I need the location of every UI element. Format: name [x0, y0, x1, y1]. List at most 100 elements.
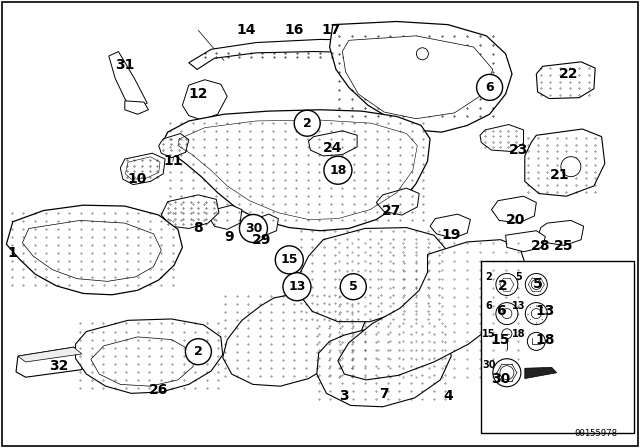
Text: 31: 31	[115, 58, 134, 72]
Polygon shape	[525, 129, 605, 196]
Circle shape	[531, 280, 541, 289]
Polygon shape	[330, 22, 512, 132]
Polygon shape	[163, 110, 430, 231]
Text: 20: 20	[506, 212, 525, 227]
Polygon shape	[308, 131, 357, 156]
Circle shape	[561, 157, 581, 177]
Circle shape	[417, 48, 428, 60]
Polygon shape	[506, 231, 545, 252]
Circle shape	[294, 110, 320, 136]
Polygon shape	[255, 214, 278, 235]
Circle shape	[242, 217, 258, 233]
Circle shape	[496, 273, 518, 296]
Polygon shape	[159, 134, 189, 158]
Circle shape	[502, 309, 512, 319]
Text: 32: 32	[49, 359, 68, 374]
Circle shape	[531, 309, 541, 319]
Text: 23: 23	[509, 143, 528, 157]
Polygon shape	[91, 337, 193, 386]
Text: 13: 13	[511, 301, 525, 310]
Text: 18: 18	[536, 333, 555, 348]
Polygon shape	[125, 157, 160, 179]
Text: 24: 24	[323, 141, 342, 155]
Text: 18: 18	[329, 164, 347, 177]
Text: 15: 15	[491, 333, 510, 348]
Circle shape	[500, 366, 514, 380]
Text: 00155978: 00155978	[575, 429, 618, 438]
Text: 6: 6	[485, 81, 494, 94]
Circle shape	[283, 273, 311, 301]
Circle shape	[527, 332, 545, 350]
Circle shape	[502, 329, 512, 339]
Text: 30: 30	[491, 371, 510, 386]
Text: 2: 2	[498, 279, 508, 293]
Circle shape	[493, 359, 521, 387]
Polygon shape	[342, 36, 493, 119]
Text: 15: 15	[482, 329, 496, 339]
Polygon shape	[125, 101, 148, 114]
Text: 28: 28	[531, 238, 550, 253]
Text: 4: 4	[443, 389, 453, 404]
Polygon shape	[317, 323, 451, 407]
Circle shape	[324, 156, 352, 184]
Text: 14: 14	[237, 23, 256, 38]
Text: 6: 6	[486, 301, 492, 310]
Polygon shape	[182, 80, 227, 120]
Polygon shape	[109, 52, 147, 107]
Text: 26: 26	[149, 383, 168, 397]
Text: 15: 15	[280, 253, 298, 267]
Circle shape	[477, 74, 502, 100]
Circle shape	[275, 246, 303, 274]
Circle shape	[496, 302, 518, 325]
Polygon shape	[338, 240, 526, 380]
Text: 8: 8	[193, 221, 204, 236]
Text: 2: 2	[194, 345, 203, 358]
Polygon shape	[210, 205, 242, 229]
Text: 27: 27	[382, 203, 401, 218]
Polygon shape	[223, 290, 366, 386]
Text: 30: 30	[482, 360, 496, 370]
Text: 2: 2	[486, 272, 492, 282]
Text: 5: 5	[349, 280, 358, 293]
Text: 7: 7	[379, 387, 389, 401]
Polygon shape	[161, 195, 219, 228]
Text: 6: 6	[495, 304, 506, 319]
Circle shape	[525, 302, 547, 325]
Circle shape	[239, 215, 268, 242]
Text: 11: 11	[163, 154, 182, 168]
Polygon shape	[22, 220, 161, 281]
Polygon shape	[492, 196, 536, 223]
Text: 1: 1	[8, 246, 18, 260]
Text: 13: 13	[536, 304, 555, 319]
Text: 12: 12	[189, 87, 208, 101]
Text: 17: 17	[322, 23, 341, 38]
Polygon shape	[430, 214, 470, 238]
Text: 9: 9	[224, 230, 234, 245]
Circle shape	[186, 339, 211, 365]
Polygon shape	[300, 228, 447, 322]
Polygon shape	[76, 319, 223, 393]
Circle shape	[525, 273, 547, 296]
Text: 16: 16	[285, 23, 304, 38]
Polygon shape	[481, 261, 634, 433]
Text: 29: 29	[252, 233, 271, 247]
Polygon shape	[16, 347, 82, 377]
Polygon shape	[480, 125, 524, 151]
Polygon shape	[18, 347, 82, 362]
Text: 30: 30	[244, 222, 262, 235]
Polygon shape	[189, 39, 461, 69]
Text: 5: 5	[532, 277, 543, 292]
Text: 19: 19	[442, 228, 461, 242]
Text: 3: 3	[339, 389, 349, 404]
Circle shape	[340, 274, 366, 300]
Polygon shape	[120, 153, 165, 185]
Polygon shape	[525, 367, 557, 379]
Text: 10: 10	[128, 172, 147, 186]
Text: 13: 13	[288, 280, 306, 293]
Text: 5: 5	[515, 272, 522, 282]
Polygon shape	[6, 205, 182, 295]
Text: 22: 22	[559, 67, 578, 81]
Text: 2: 2	[303, 116, 312, 130]
Text: 25: 25	[554, 238, 573, 253]
Polygon shape	[536, 62, 595, 99]
